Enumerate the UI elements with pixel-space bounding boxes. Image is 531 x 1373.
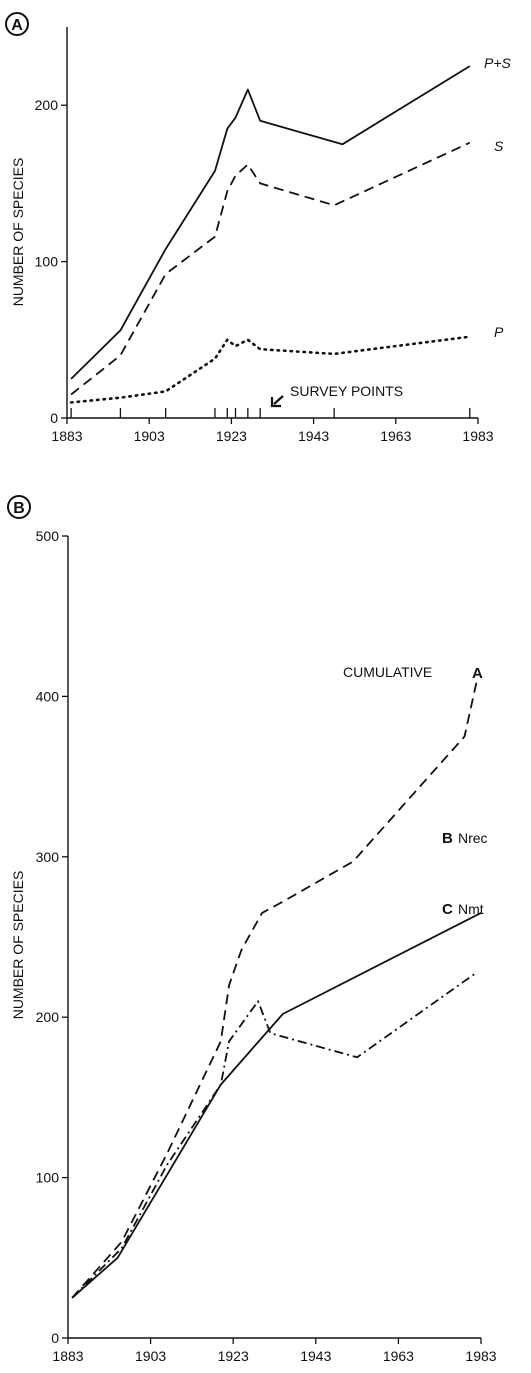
series-label-p-plus-s: P+S — [484, 55, 512, 71]
series-label-s: S — [494, 138, 504, 154]
panel-b-badge — [7, 495, 31, 519]
x-tick-label: 1943 — [300, 1348, 331, 1364]
x-tick-label: 1963 — [383, 1348, 414, 1364]
panel-a-label: A — [11, 17, 23, 34]
series-line-nmt — [71, 971, 478, 1299]
x-tick-label: 1923 — [218, 1348, 249, 1364]
x-tick-label: 1923 — [216, 428, 247, 444]
x-tick-label: 1983 — [465, 1348, 496, 1364]
series-label-cumulative: CUMULATIVE — [343, 664, 432, 680]
series-letter-a: A — [472, 665, 483, 682]
series-line-cumulative — [71, 680, 478, 1299]
y-tick-label: 300 — [36, 849, 60, 865]
series-line-s — [70, 141, 471, 396]
x-tick-label: 1983 — [462, 428, 493, 444]
panel-b-axes: 0 100 200 300 400 500 1883 1903 1923 1943 1963 1983 — [36, 528, 497, 1364]
y-tick-label: 200 — [35, 97, 59, 113]
series-line-p — [69, 335, 472, 404]
panel-a-badge — [5, 12, 29, 36]
panel-b-series — [71, 680, 482, 1299]
series-letter-b: B — [442, 830, 453, 847]
survey-points-annotation: SURVEY POINTS — [270, 383, 403, 408]
y-tick-label: 500 — [36, 528, 60, 544]
y-tick-label: 100 — [35, 254, 59, 270]
series-label-p: P — [494, 324, 504, 340]
series-line-p-s — [70, 65, 471, 380]
panel-b-ylabel: NUMBER OF SPECIES — [10, 871, 26, 1020]
panel-b-series-labels: CUMULATIVE A B Nrec C Nmt — [343, 664, 488, 918]
panel-b-label: B — [13, 500, 25, 517]
survey-points-label: SURVEY POINTS — [290, 383, 403, 399]
survey-arrow-icon — [270, 395, 284, 408]
series-letter-c: C — [442, 901, 453, 918]
panel-a-ylabel: NUMBER OF SPECIES — [10, 158, 26, 307]
chart-panel-b: B NUMBER OF SPECIES 0 100 200 300 400 500 1883… — [7, 495, 497, 1364]
series-line-nrec — [71, 912, 482, 1299]
series-label-nmt: Nmt — [458, 901, 484, 917]
y-tick-label: 400 — [36, 688, 60, 704]
chart-panel-a: A NUMBER OF SPECIES 0 100 200 1883 1903 1923 1… — [5, 12, 512, 444]
y-tick-label: 200 — [36, 1009, 60, 1025]
y-tick-label: 100 — [36, 1170, 60, 1186]
panel-a-axes: 0 100 200 1883 1903 1923 1943 1963 1983 — [35, 27, 494, 444]
series-label-nrec: Nrec — [458, 830, 488, 846]
x-tick-label: 1883 — [51, 428, 82, 444]
panel-a-series-labels: P+S S P — [484, 55, 512, 340]
x-tick-label: 1883 — [52, 1348, 83, 1364]
y-tick-label: 0 — [50, 410, 58, 426]
x-tick-label: 1943 — [298, 428, 329, 444]
y-tick-label: 0 — [51, 1330, 59, 1346]
x-tick-label: 1903 — [135, 1348, 166, 1364]
x-tick-label: 1903 — [134, 428, 165, 444]
x-tick-label: 1963 — [380, 428, 411, 444]
panel-a-series — [69, 65, 472, 404]
